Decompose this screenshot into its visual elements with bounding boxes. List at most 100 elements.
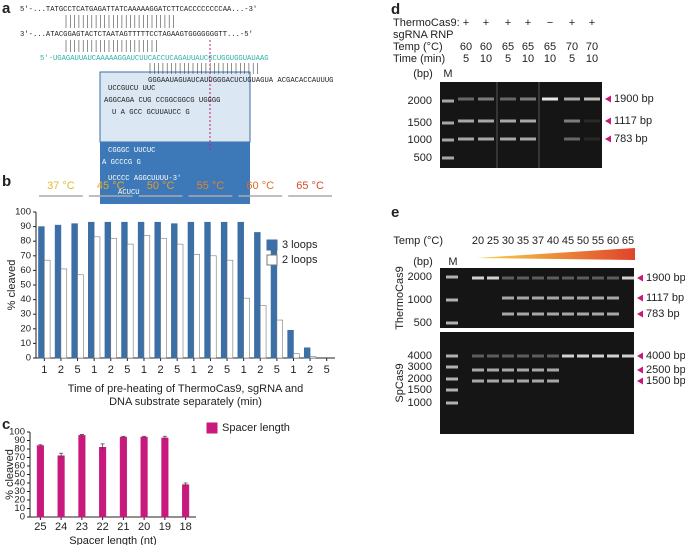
ladder-label: 2000 — [408, 95, 432, 107]
error-bar — [142, 435, 147, 438]
bar — [171, 223, 178, 359]
bar — [93, 236, 101, 359]
gel-band — [577, 276, 589, 280]
y-tick-label: 60 — [14, 461, 25, 472]
lane-time: 5 — [505, 53, 511, 65]
x-tick-label: 1 — [91, 364, 97, 376]
x-tick-label: 1 — [290, 364, 296, 376]
bar — [259, 305, 267, 359]
lane-sign: + — [525, 17, 531, 29]
gel-band — [622, 276, 634, 280]
x-tick-label: 1 — [191, 364, 197, 376]
gel-band — [547, 379, 559, 383]
group-label: 50 °C — [147, 180, 175, 192]
gel-band — [502, 312, 514, 316]
gel-band — [532, 276, 544, 280]
gel-band — [442, 121, 454, 125]
lane-time: 5 — [569, 53, 575, 65]
gel-band — [532, 354, 544, 358]
gel-band — [542, 97, 558, 101]
x-tick-label: 2 — [257, 364, 263, 376]
band-label: 1900 bp — [646, 272, 685, 284]
gel-band — [446, 275, 458, 279]
bar — [121, 221, 128, 359]
gel-band — [547, 276, 559, 280]
bar — [71, 223, 78, 359]
gel-band — [446, 365, 458, 369]
gel-band — [607, 312, 619, 316]
lane-time: 10 — [480, 53, 492, 65]
x-tick-label: 2 — [158, 364, 164, 376]
error-bar — [121, 435, 126, 438]
row-label: Time (min) — [393, 53, 445, 65]
lane-sign: + — [569, 17, 575, 29]
gel-band — [562, 276, 574, 280]
bar — [309, 356, 317, 359]
x-tick-label: 5 — [324, 364, 330, 376]
y-tick-label: 70 — [20, 250, 31, 261]
group-label: 65 °C — [296, 180, 324, 192]
x-tick-label: 5 — [174, 364, 180, 376]
temp-gradient — [476, 248, 635, 260]
gel-band — [520, 137, 536, 141]
legend-swatch — [206, 422, 218, 434]
lane-temp: 65 — [522, 41, 534, 53]
band-label: 2500 bp — [646, 364, 685, 376]
gel-band — [520, 97, 536, 101]
legend-label: 3 loops — [282, 239, 318, 251]
lane-temp: 70 — [586, 41, 598, 53]
bar — [254, 232, 261, 359]
lane-temp: 65 — [544, 41, 556, 53]
gel — [440, 82, 602, 168]
x-tick-label: 5 — [224, 364, 230, 376]
bar — [140, 436, 148, 518]
bar — [303, 347, 311, 359]
unit-label: (bp) — [413, 68, 433, 80]
ladder-label: 1000 — [408, 294, 432, 306]
error-bar — [38, 444, 43, 447]
gel-band — [562, 296, 574, 300]
lane-temp: 60 — [460, 41, 472, 53]
y-tick-label: 100 — [15, 207, 31, 218]
lane-temp: 40 — [547, 235, 559, 247]
panel-label: e — [391, 204, 399, 221]
y-tick-label: 40 — [14, 478, 25, 489]
gel-band — [532, 368, 544, 372]
gel-band — [472, 379, 484, 383]
lane-temp: 55 — [592, 235, 604, 247]
gel-band — [577, 296, 589, 300]
ladder-label: 1500 — [408, 117, 432, 129]
bar — [161, 437, 169, 518]
temp-label: Temp (°C) — [393, 235, 443, 247]
gel-band — [478, 97, 494, 101]
lane-temp: 30 — [502, 235, 514, 247]
bar — [270, 249, 278, 359]
x-axis-label: DNA substrate separately (min) — [109, 396, 262, 408]
error-bar — [59, 452, 64, 459]
panel-label: b — [2, 173, 11, 190]
lane-temp: 45 — [562, 235, 574, 247]
y-tick-label: 10 — [20, 338, 31, 349]
gel-band — [562, 354, 574, 358]
lane-time: 10 — [586, 53, 598, 65]
bar — [119, 436, 127, 518]
gel-band — [442, 99, 454, 103]
bar — [182, 484, 190, 518]
lane-temp: 60 — [607, 235, 619, 247]
y-tick-label: 90 — [20, 221, 31, 232]
error-bar — [162, 435, 167, 440]
gel-band — [472, 368, 484, 372]
gel-band — [584, 97, 600, 101]
x-tick-label: 22 — [97, 521, 109, 533]
gel-band — [517, 379, 529, 383]
lane-sign: + — [589, 17, 595, 29]
gel-band — [564, 97, 580, 101]
gel-band — [487, 368, 499, 372]
row-label: sgRNA RNP — [393, 29, 454, 41]
rna-structure: ACUCU — [118, 189, 140, 197]
band-label: 1117 bp — [646, 292, 684, 304]
lane-temp: 65 — [622, 235, 634, 247]
lane-temp: 65 — [502, 41, 514, 53]
bar — [204, 221, 211, 359]
gel-band — [478, 119, 494, 123]
